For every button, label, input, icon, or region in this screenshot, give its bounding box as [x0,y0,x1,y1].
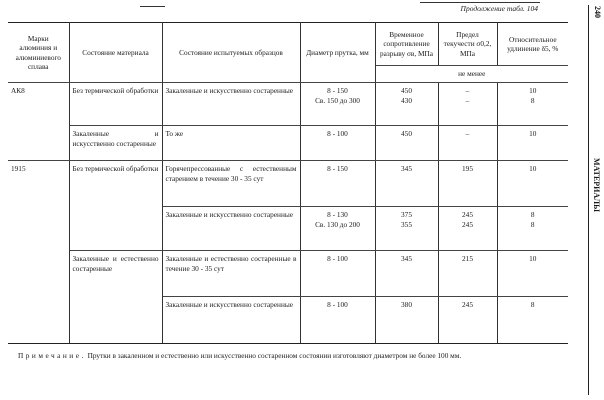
table-row: 1915 Без термической обработки Горячепре… [8,160,568,344]
tensile-value: 375 [401,210,412,219]
yield-cell: – – [437,82,498,126]
header-yield: Предел текучести σ0,2, МПа [437,22,498,66]
properties-table: Марки алюминия и алюминиевого сплава Сос… [8,22,568,344]
yield-cell: 215 [437,250,498,297]
diameter-value: 8 - 130 [327,210,348,219]
page-margin-rule [588,5,589,395]
header-material-state: Состояние материала [68,22,163,83]
tensile-cell: 345 [374,250,439,297]
sample-state-cell: То же [161,125,301,161]
table-row: Закаленные и искусственно состаренные То… [8,125,568,161]
yield-value: – [465,86,470,95]
table-row: АК8 Без термической обработки Закаленные… [8,82,568,161]
sample-state-cell: Закаленные и искусственно состаренные [162,296,301,344]
sample-state-cell: Закаленные и естественно состаренные в т… [161,250,301,297]
diameter-value: 8 - 150 [327,86,348,95]
sample-state-cell: Закаленные и искусственно состаренные [162,206,301,251]
elongation-value: 8 [530,219,535,229]
note-text: Прутки в закаленном и естественно или ис… [85,351,462,360]
elongation-cell: 10 [496,125,568,161]
table-note: Примечание. Прутки в закаленном и естест… [18,349,568,362]
header-diameter: Диаметр прутка, мм [299,22,376,83]
tensile-cell: 380 [374,296,439,344]
yield-value: 245 [462,210,473,219]
tensile-value: 450 [401,86,412,95]
elongation-cell: 10 8 [496,82,568,126]
diameter-cell: 8 - 100 [299,125,376,161]
diameter-cell: 8 - 100 [299,296,376,344]
elongation-value: 8 [530,95,535,105]
tensile-cell: 375 355 [374,206,439,251]
diameter-cell: 8 - 150 [299,160,376,207]
rule [420,2,540,3]
elongation-cell: 8 [496,296,568,344]
material-state-cell: Закаленные и искусственно состаренные [69,125,163,161]
yield-cell: 245 [437,296,498,344]
diameter-cell: 8 - 130 Св. 130 до 200 [299,206,376,251]
diameter-cell: 8 - 150 Св. 150 до 300 [299,82,376,126]
header-tensile: Временное сопротивление разрыву σв, МПа [374,22,439,66]
diameter-cell: 8 - 100 [299,250,376,297]
grade-cell: АК8 [8,82,70,161]
material-state-cell: Без термической обработки [68,160,163,251]
header-not-less: не менее [375,65,568,83]
material-state-cell: Закаленные и естественно состаренные [69,250,163,344]
diameter-value: Св. 150 до 300 [315,95,360,105]
tensile-cell: 450 430 [374,82,439,126]
rule [140,6,165,7]
yield-value: – [465,95,470,105]
tensile-cell: 450 [374,125,439,161]
table-row: Закаленные и искусственно состаренные 8 … [8,296,568,344]
grade-cell: 1915 [8,160,70,344]
yield-cell: – [437,125,498,161]
header-sample-state: Состояние испытуемых образцов [161,22,301,83]
header-grade: Марки алюминия и алюминиевого сплава [8,22,70,83]
tensile-value: 355 [401,219,412,229]
material-state-cell: Без термической обработки [68,82,163,126]
elongation-cell: 10 [496,250,568,297]
elongation-value: 10 [529,86,537,95]
table-continuation-label: Продолжение табл. 104 [460,4,538,13]
sample-state-cell: Горячепрессованные с естественным старен… [161,160,301,207]
tensile-value: 430 [401,95,412,105]
sample-state-cell: Закаленные и искусственно состаренные [161,82,301,126]
diameter-value: Св. 130 до 200 [315,219,360,229]
section-title: МАТЕРИАЛЫ [592,158,601,212]
elongation-value: 8 [530,210,535,219]
yield-value: 245 [462,219,473,229]
yield-cell: 195 [437,160,498,207]
header-elongation: Относительное удлинение δ5, % [496,22,568,66]
elongation-cell: 10 [496,160,568,207]
tensile-cell: 345 [374,160,439,207]
note-label: Примечание. [18,351,86,360]
yield-cell: 245 245 [437,206,498,251]
page-number: 240 [593,6,602,18]
table-row: Закаленные и естественно состаренные Зак… [8,250,568,344]
